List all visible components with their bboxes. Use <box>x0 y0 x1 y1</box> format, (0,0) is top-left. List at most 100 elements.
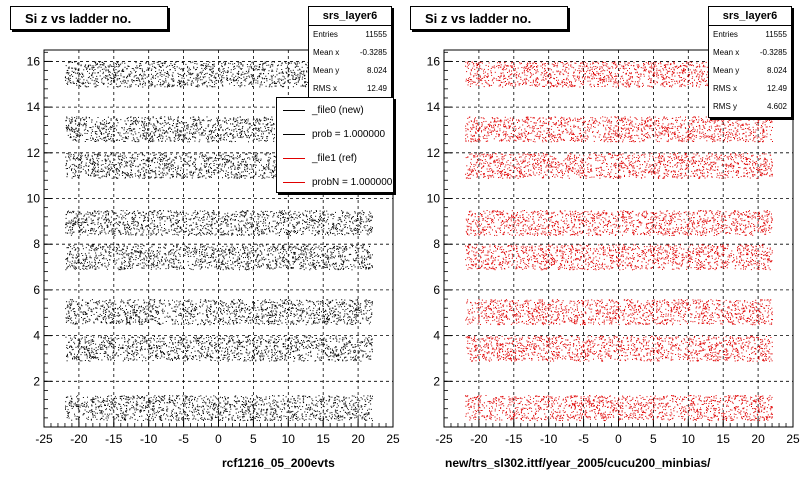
scatter-point <box>260 309 262 310</box>
scatter-point <box>85 301 87 303</box>
scatter-point <box>117 307 119 309</box>
scatter-point <box>285 265 287 267</box>
scatter-point <box>148 300 150 302</box>
scatter-point <box>153 344 155 346</box>
scatter-point <box>366 304 368 305</box>
scatter-point <box>236 408 238 410</box>
scatter-point <box>157 257 159 259</box>
scatter-point <box>215 415 217 417</box>
scatter-point <box>323 351 325 353</box>
scatter-point <box>303 244 305 246</box>
scatter-point <box>266 308 268 310</box>
scatter-point <box>150 311 152 313</box>
scatter-point <box>134 312 136 314</box>
scatter-point <box>175 400 176 402</box>
scatter-point <box>299 346 301 348</box>
scatter-point <box>87 411 89 413</box>
scatter-point <box>222 255 224 257</box>
scatter-point <box>115 402 117 404</box>
scatter-point <box>105 319 107 321</box>
scatter-point <box>352 258 354 260</box>
scatter-point <box>329 337 331 339</box>
scatter-point <box>148 304 150 306</box>
scatter-point <box>226 245 228 247</box>
scatter-point <box>79 410 81 412</box>
scatter-point <box>121 415 123 416</box>
scatter-point <box>114 403 116 405</box>
scatter-point <box>97 304 99 306</box>
scatter-point <box>193 252 195 254</box>
scatter-point <box>321 302 323 304</box>
scatter-point <box>272 395 273 397</box>
scatter-point <box>204 342 206 344</box>
scatter-point <box>157 345 159 347</box>
scatter-point <box>292 413 294 415</box>
scatter-point <box>109 413 111 415</box>
scatter-point <box>317 356 318 358</box>
scatter-point <box>94 250 96 252</box>
scatter-point <box>248 401 249 403</box>
scatter-point <box>89 255 91 257</box>
scatter-point <box>358 350 360 352</box>
scatter-point <box>302 418 304 420</box>
scatter-point <box>260 359 262 361</box>
scatter-point <box>303 253 305 255</box>
scatter-point <box>196 400 198 402</box>
scatter-point <box>328 315 330 317</box>
scatter-point <box>353 307 354 309</box>
scatter-point <box>326 344 328 346</box>
scatter-point <box>276 302 278 304</box>
scatter-point <box>228 322 230 323</box>
scatter-point <box>110 398 112 400</box>
scatter-point <box>158 348 160 349</box>
scatter-point <box>321 343 323 345</box>
scatter-point <box>296 418 298 420</box>
scatter-point <box>338 341 340 343</box>
scatter-point <box>261 309 263 311</box>
scatter-point <box>343 343 345 345</box>
scatter-point <box>271 307 273 309</box>
scatter-point <box>220 311 222 313</box>
scatter-point <box>305 324 307 326</box>
scatter-point <box>321 260 323 262</box>
scatter-point <box>327 359 329 361</box>
scatter-point <box>203 256 204 258</box>
scatter-point <box>105 417 107 419</box>
scatter-point <box>185 336 187 338</box>
scatter-point <box>163 353 164 355</box>
scatter-point <box>248 400 249 402</box>
scatter-point <box>275 357 276 359</box>
scatter-point <box>328 415 330 417</box>
scatter-point <box>290 301 292 303</box>
scatter-point <box>172 401 174 403</box>
scatter-point <box>362 267 364 268</box>
scatter-point <box>283 244 285 246</box>
scatter-point <box>69 346 70 348</box>
scatter-point <box>268 341 270 343</box>
scatter-point <box>102 317 104 319</box>
scatter-point <box>356 307 358 309</box>
scatter-point <box>74 404 76 406</box>
scatter-point <box>133 317 134 319</box>
scatter-point <box>331 313 333 315</box>
scatter-point <box>309 415 311 417</box>
scatter-point <box>202 303 204 305</box>
scatter-point <box>129 299 131 301</box>
scatter-point <box>197 313 199 315</box>
scatter-point <box>126 397 128 399</box>
scatter-point <box>204 346 206 348</box>
scatter-point <box>322 339 324 341</box>
scatter-point <box>215 256 217 258</box>
scatter-point <box>161 354 163 356</box>
scatter-point <box>65 408 66 410</box>
scatter-point <box>334 347 336 349</box>
scatter-point <box>357 307 359 309</box>
scatter-point <box>90 399 92 401</box>
scatter-point <box>269 403 271 405</box>
scatter-point <box>308 396 310 397</box>
scatter-point <box>267 321 269 323</box>
scatter-point <box>255 360 257 362</box>
scatter-point <box>216 411 218 413</box>
scatter-point <box>365 356 367 358</box>
scatter-point <box>274 305 276 307</box>
